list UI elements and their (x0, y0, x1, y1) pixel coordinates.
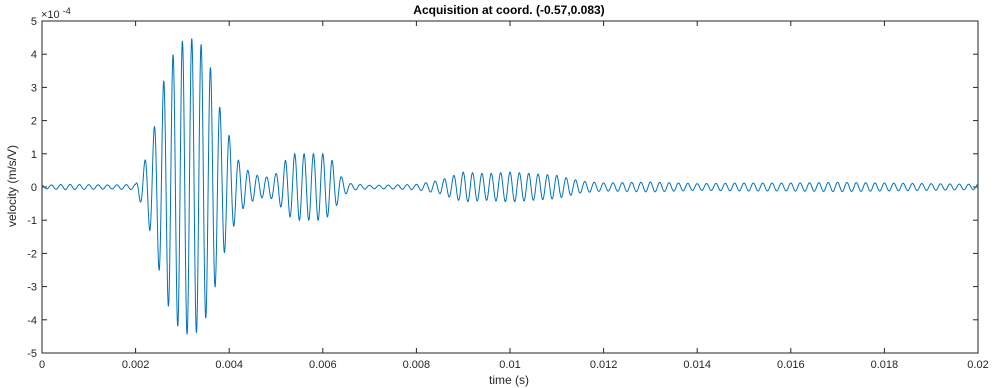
y-tick-label: -2 (27, 248, 37, 260)
y-axis-label: velocity (m/s/V) (5, 145, 19, 227)
x-axis-label: time (s) (489, 373, 529, 387)
y-axis-exponent-power: -4 (63, 6, 71, 16)
velocity-series-line (41, 38, 979, 335)
x-tick-label: 0.004 (215, 359, 243, 371)
y-tick-label: -5 (27, 348, 37, 360)
y-tick-label: 2 (31, 116, 37, 128)
x-tick-label: 0.012 (590, 359, 618, 371)
y-tick-label: -4 (27, 315, 37, 327)
plot-area (41, 20, 979, 354)
y-tick-label: -3 (27, 282, 37, 294)
x-tick-label: 0.02 (967, 359, 988, 371)
x-tick-label: 0 (39, 359, 45, 371)
series-layer (41, 38, 979, 335)
x-tick-label: 0.002 (122, 359, 150, 371)
x-tick-label: 0.014 (683, 359, 711, 371)
chart-title: Acquisition at coord. (-0.57,0.083) (413, 3, 604, 17)
y-tick-label: -1 (27, 215, 37, 227)
x-tick-label: 0.01 (499, 359, 520, 371)
x-tick-label: 0.018 (871, 359, 899, 371)
y-tick-label: 3 (31, 82, 37, 94)
x-tick-label: 0.016 (777, 359, 805, 371)
y-tick-label: 5 (31, 16, 37, 28)
y-tick-label: 0 (31, 182, 37, 194)
x-tick-label: 0.006 (309, 359, 337, 371)
y-tick-label: 1 (31, 149, 37, 161)
y-axis-exponent-base: ×10 (41, 9, 60, 21)
x-tick-label: 0.008 (403, 359, 431, 371)
y-axis-exponent: ×10 -4 (41, 6, 71, 21)
x-axis-ticks: 0 0.002 0.004 0.006 0.008 0.01 0.012 0.014 0.016… (39, 21, 989, 371)
y-tick-label: 4 (31, 49, 37, 61)
y-axis-ticks: -5 -4 -3 -2 -1 0 1 2 3 4 5 (27, 16, 978, 360)
